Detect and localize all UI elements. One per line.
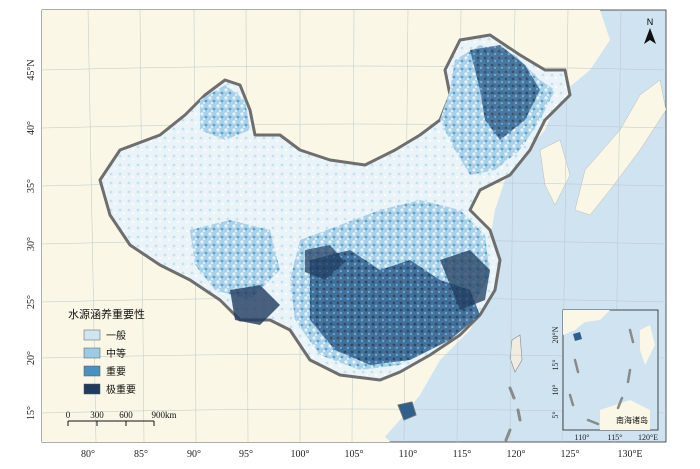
lon-label: 85° (134, 449, 148, 460)
lat-label: 15° (26, 406, 37, 420)
lon-label: 95° (239, 449, 253, 460)
lat-label: 30° (26, 237, 37, 251)
lon-label: 105° (345, 449, 364, 460)
hainan-island (397, 401, 417, 421)
legend: 水源涵养重要性 一般 中等 重要 极重要 (68, 307, 145, 396)
lon-label: 130°E (617, 449, 642, 460)
legend-swatch (83, 329, 101, 341)
inset-lon-label: 115° (608, 433, 623, 442)
moderate-class-southwest (190, 220, 280, 300)
lon-label: 115° (453, 449, 472, 460)
latitude-labels: 45°N 40° 35° 30° 25° 20° 15° (26, 59, 37, 420)
inset-land (563, 310, 610, 335)
scale-label: 0 (66, 410, 71, 420)
legend-item: 中等 (83, 347, 126, 360)
india-land (42, 260, 250, 442)
important-class-southeast (440, 250, 490, 310)
north-arrow-label: N (647, 17, 654, 27)
important-class-tibet (230, 285, 280, 325)
inset-lat-label: 10° (551, 384, 560, 395)
legend-label: 重要 (106, 365, 126, 378)
scale-label: 900km (151, 410, 176, 420)
important-class-northeast (470, 45, 540, 140)
inset-lat-label: 20°N (551, 326, 560, 343)
lat-label: 45°N (26, 59, 37, 80)
legend-swatch (83, 365, 101, 377)
inset-hainan (573, 332, 582, 341)
scale-label: 600 (119, 410, 133, 420)
lat-label: 35° (26, 179, 37, 193)
inset-nine-dash-line (568, 328, 635, 426)
scale-label: 300 (90, 410, 104, 420)
legend-item: 重要 (83, 365, 126, 378)
south-china-sea-inset: 南海诸岛 20°N 15° 10° 5° 110° 115° 120°E (551, 309, 659, 442)
lon-label: 120° (507, 449, 526, 460)
legend-label: 中等 (106, 347, 126, 360)
lat-label: 40° (26, 121, 37, 135)
lat-label: 20° (26, 351, 37, 365)
moderate-class-northwest (200, 85, 250, 140)
legend-label: 极重要 (106, 383, 136, 396)
inset-philippines (640, 325, 655, 365)
north-arrow-icon (644, 28, 656, 44)
nine-dash-line (504, 386, 522, 442)
inset-lon-label: 120°E (638, 433, 658, 442)
scale-bar: 0 300 600 900km (66, 410, 177, 426)
lon-label: 90° (187, 449, 201, 460)
southeast-asia-land (300, 390, 390, 442)
legend-item: 极重要 (83, 383, 136, 396)
lon-label: 80° (81, 449, 95, 460)
lon-label: 125° (561, 449, 580, 460)
legend-label: 一般 (106, 329, 126, 342)
legend-swatch (83, 347, 101, 359)
north-arrow: N (644, 17, 656, 44)
inset-lat-label: 15° (551, 359, 560, 370)
important-class-south (310, 250, 480, 365)
important-class-sichuan (305, 245, 345, 280)
legend-swatch (83, 383, 101, 395)
lat-label: 25° (26, 295, 37, 309)
legend-title: 水源涵养重要性 (68, 307, 145, 321)
legend-item: 一般 (83, 329, 126, 342)
inset-borneo (600, 400, 650, 430)
inset-lat-label: 5° (551, 411, 560, 418)
lon-label: 110° (399, 449, 418, 460)
korea-japan-land (539, 79, 666, 216)
inset-title: 南海诸岛 (616, 415, 648, 425)
longitude-labels: 80° 85° 90° 95° 100° 105° 110° 115° 120°… (81, 449, 643, 460)
lon-label: 100° (291, 449, 310, 460)
inset-lon-label: 110° (575, 433, 590, 442)
